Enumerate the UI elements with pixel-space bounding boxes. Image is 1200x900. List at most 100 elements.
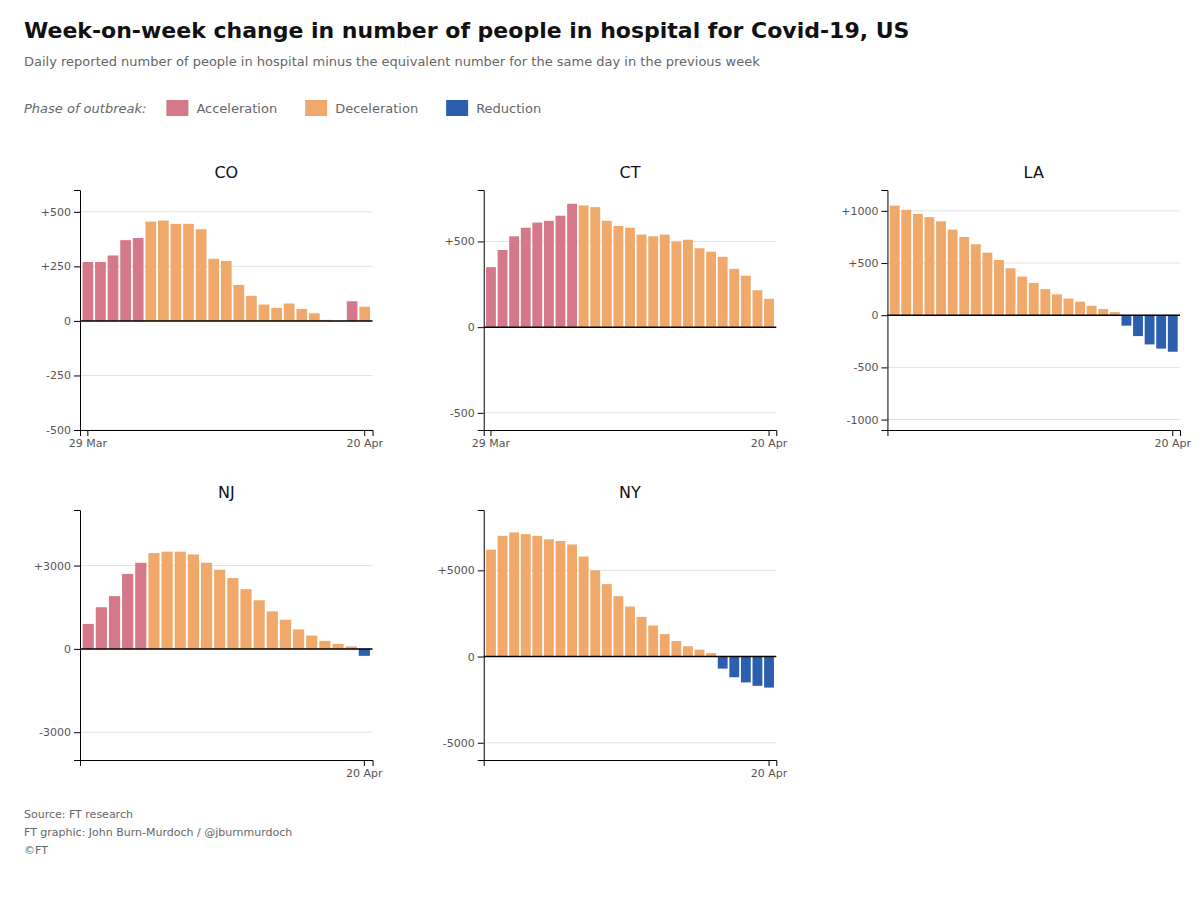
bar bbox=[532, 536, 542, 657]
x-tick-mark bbox=[1172, 430, 1173, 436]
y-tick-label: +500 bbox=[445, 235, 475, 248]
bar bbox=[145, 222, 156, 321]
y-axis: -30000+3000 bbox=[34, 511, 81, 761]
bars bbox=[83, 552, 370, 656]
bar bbox=[1156, 315, 1166, 348]
x-tick: 20 Apr bbox=[346, 760, 383, 780]
bar bbox=[259, 305, 270, 321]
bar bbox=[1087, 306, 1097, 315]
bar bbox=[1006, 268, 1016, 315]
y-tick-mark bbox=[881, 263, 887, 264]
source-line: Source: FT research bbox=[24, 808, 133, 821]
y-tick-mark bbox=[881, 211, 887, 212]
y-tick: +500 bbox=[41, 206, 80, 219]
y-tick: -3000 bbox=[39, 726, 80, 739]
bar bbox=[901, 210, 911, 315]
bar bbox=[567, 204, 577, 327]
bar bbox=[196, 229, 207, 321]
bar bbox=[108, 255, 119, 320]
bar bbox=[227, 578, 238, 649]
y-tick-mark bbox=[74, 321, 80, 322]
y-tick-label: 0 bbox=[64, 643, 71, 656]
source: Source: FT research FT graphic: John Burn… bbox=[24, 808, 292, 857]
x-tick-mark bbox=[490, 430, 491, 436]
bar bbox=[718, 657, 728, 669]
bar bbox=[764, 657, 774, 688]
y-tick-mark bbox=[74, 266, 80, 267]
panel-title: CO bbox=[214, 163, 238, 182]
bar bbox=[280, 620, 291, 649]
bar bbox=[162, 552, 173, 649]
y-tick: 0 bbox=[468, 651, 484, 664]
grid-line bbox=[484, 327, 777, 328]
bar bbox=[234, 285, 245, 321]
bar bbox=[579, 557, 589, 657]
bar bbox=[83, 262, 94, 321]
bar bbox=[648, 236, 658, 327]
y-tick: -1000 bbox=[846, 414, 887, 427]
bar bbox=[753, 657, 763, 686]
bar bbox=[148, 553, 159, 649]
y-axis-line bbox=[478, 511, 485, 761]
bar bbox=[120, 240, 131, 321]
bar bbox=[498, 536, 508, 657]
bar bbox=[648, 626, 658, 657]
bar bbox=[96, 607, 107, 649]
bar bbox=[306, 636, 317, 649]
title: Week-on-week change in number of people … bbox=[24, 18, 909, 43]
x-tick-mark bbox=[87, 430, 88, 436]
bar bbox=[133, 238, 144, 321]
panel: -30000+300020 AprNJ bbox=[34, 483, 383, 780]
grid-line bbox=[80, 732, 373, 733]
y-tick-mark bbox=[881, 315, 887, 316]
panel: -500-2500+250+50029 Mar20 AprCO bbox=[41, 163, 384, 450]
x-tick-mark bbox=[364, 430, 365, 436]
bar bbox=[347, 301, 358, 321]
y-tick: -5000 bbox=[443, 737, 484, 750]
bar bbox=[83, 624, 94, 649]
bar bbox=[936, 221, 946, 315]
y-tick: +500 bbox=[445, 235, 484, 248]
bar bbox=[718, 257, 728, 327]
bar bbox=[135, 563, 146, 649]
y-tick-mark bbox=[881, 420, 887, 421]
bar bbox=[959, 237, 969, 315]
zero-line bbox=[80, 648, 373, 650]
bar bbox=[1040, 289, 1050, 315]
bar bbox=[671, 241, 681, 327]
panel-title: LA bbox=[1024, 163, 1044, 182]
x-tick-mark bbox=[769, 430, 770, 436]
source-line: ©FT bbox=[24, 844, 48, 857]
x-tick-label: 20 Apr bbox=[751, 437, 788, 450]
y-tick-label: 0 bbox=[871, 309, 878, 322]
y-tick: +5000 bbox=[438, 564, 484, 577]
y-tick-label: +250 bbox=[41, 260, 71, 273]
bar bbox=[1029, 283, 1039, 315]
bar bbox=[521, 228, 531, 327]
zero-line bbox=[484, 656, 777, 658]
y-axis-line bbox=[478, 191, 485, 431]
bar bbox=[556, 216, 566, 327]
y-tick-mark bbox=[74, 566, 80, 567]
y-tick-label: -5000 bbox=[443, 737, 475, 750]
x-axis-line bbox=[81, 761, 374, 767]
bar bbox=[498, 250, 508, 327]
grid-line bbox=[80, 320, 373, 321]
bar bbox=[741, 657, 751, 683]
y-tick-mark bbox=[478, 743, 484, 744]
bar bbox=[486, 267, 496, 327]
bar bbox=[201, 563, 212, 649]
x-tick: 20 Apr bbox=[1154, 430, 1191, 450]
x-tick: 20 Apr bbox=[751, 760, 788, 780]
bar bbox=[982, 253, 992, 316]
y-axis: -1000-5000+500+1000 bbox=[841, 191, 888, 431]
bar bbox=[683, 646, 693, 656]
bar bbox=[359, 307, 370, 321]
x-tick-mark bbox=[769, 760, 770, 766]
y-tick-label: +1000 bbox=[841, 205, 878, 218]
x-axis: 20 Apr bbox=[888, 430, 1192, 450]
y-tick: -500 bbox=[450, 407, 484, 420]
y-tick-label: -3000 bbox=[39, 726, 71, 739]
bar bbox=[660, 235, 670, 328]
source-line: FT graphic: John Burn-Murdoch / @jburnmu… bbox=[24, 826, 292, 839]
